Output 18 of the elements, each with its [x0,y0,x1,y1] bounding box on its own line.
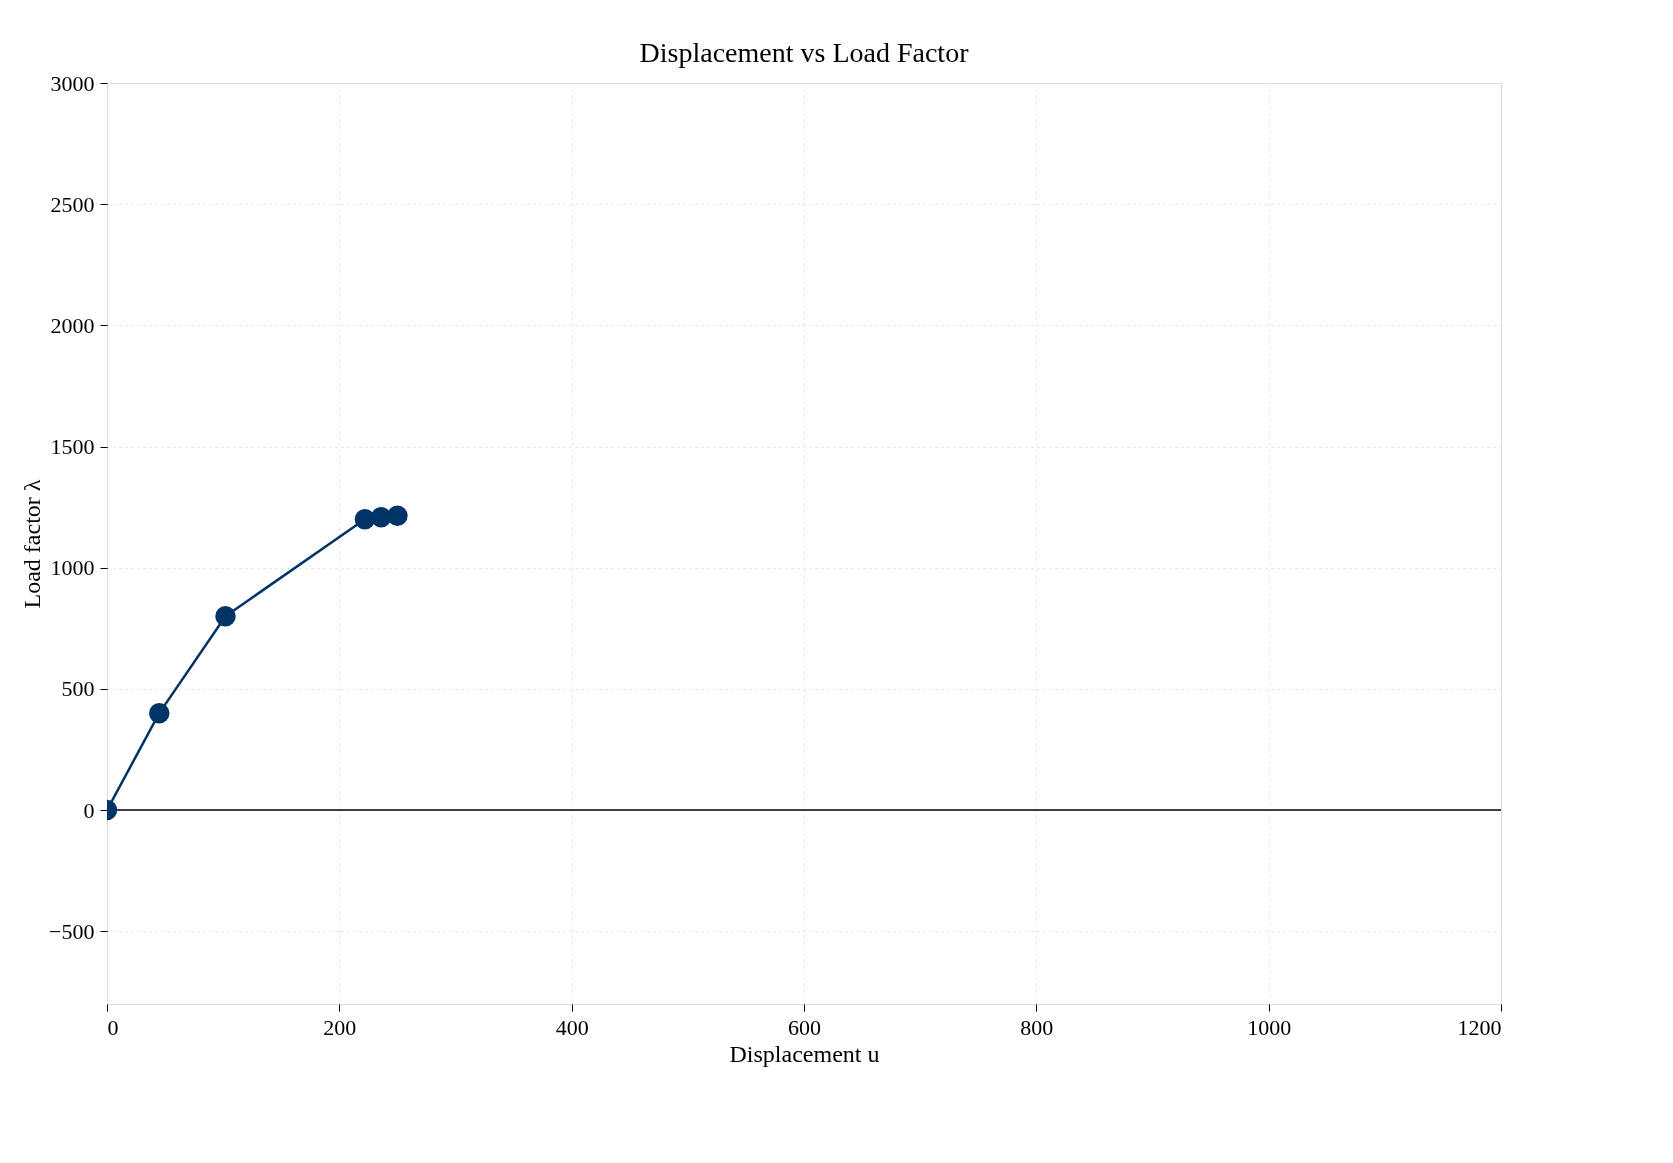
x-tick-label: 400 [555,1014,589,1040]
x-tick-label: 1000 [1247,1014,1292,1040]
y-tick-label: −500 [49,918,95,944]
x-tick-label: 200 [323,1014,357,1040]
y-tick-label: 1500 [50,434,95,460]
chart-title: Displacement vs Load Factor [639,37,970,68]
x-tick-label: 0 [107,1014,119,1040]
y-tick-label: 0 [83,797,95,823]
y-tick-label: 500 [61,676,95,702]
y-tick-label: 2000 [50,312,95,338]
x-tick-label: 800 [1020,1014,1054,1040]
y-axis-title: Load factor λ [19,479,46,609]
x-axis-title: Displacement u [729,1040,880,1067]
x-tick-label: 600 [788,1014,821,1040]
y-tick-label: 2500 [50,191,95,217]
y-tick-label: 1000 [50,555,95,581]
x-tick-label: 1200 [1457,1014,1502,1040]
y-tick-label: 3000 [50,70,95,96]
